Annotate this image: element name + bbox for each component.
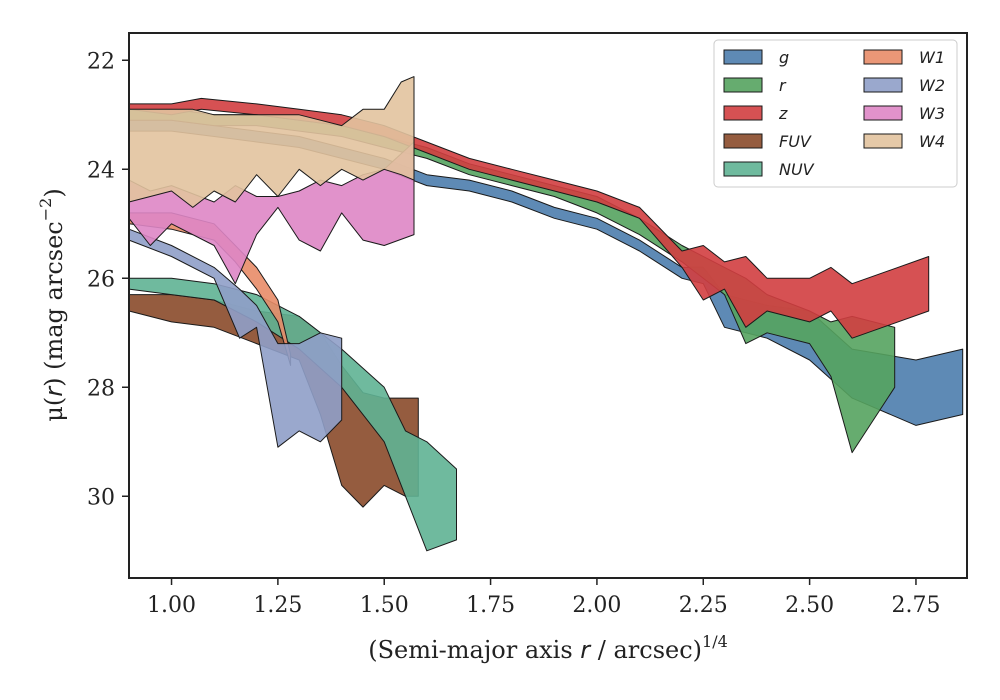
series-layer xyxy=(128,76,964,552)
y-tick-label: 22 xyxy=(87,49,115,74)
series-band-w2 xyxy=(128,228,343,448)
legend-swatch-r xyxy=(723,77,763,93)
legend-label-r: r xyxy=(779,76,787,95)
legend-label-fuv: FUV xyxy=(779,132,812,151)
legend-swatch-w1 xyxy=(863,49,903,65)
x-tick-label: 1.75 xyxy=(466,593,515,618)
legend-swatch-w2 xyxy=(863,77,903,93)
legend-box xyxy=(713,39,958,188)
x-tick-label: 1.25 xyxy=(253,593,302,618)
plot-frame xyxy=(128,32,968,579)
y-axis-ticks: 22 24 26 28 30 xyxy=(87,49,129,510)
legend-label-nuv: NUV xyxy=(779,160,815,179)
legend-label-g: g xyxy=(779,48,789,67)
legend-swatch-w4 xyxy=(863,133,903,149)
series-band-w4 xyxy=(128,76,415,208)
y-tick-label: 26 xyxy=(87,267,115,292)
y-tick-label: 30 xyxy=(87,485,115,510)
legend-swatch-g xyxy=(723,49,763,65)
legend-swatch-fuv xyxy=(723,133,763,149)
x-axis-ticks: 1.00 1.25 1.50 1.75 2.00 2.25 2.50 2.75 xyxy=(147,578,940,618)
legend: grz FUV NUV W1 W2 W3 W4 xyxy=(713,39,958,188)
y-axis-label: μ(r) (mag arcsec−2) xyxy=(36,188,68,421)
x-tick-label: 1.50 xyxy=(360,593,409,618)
legend-swatch-nuv xyxy=(723,161,763,177)
y-tick-label: 28 xyxy=(87,376,115,401)
y-tick-label: 24 xyxy=(87,158,115,183)
x-tick-label: 2.50 xyxy=(785,593,834,618)
legend-label-z: z xyxy=(778,104,788,123)
legend-swatch-w3 xyxy=(863,105,903,121)
legend-label-w2: W2 xyxy=(919,76,945,95)
legend-label-w4: W4 xyxy=(919,132,945,151)
x-tick-label: 1.00 xyxy=(147,593,196,618)
x-tick-label: 2.25 xyxy=(679,593,728,618)
x-tick-label: 2.75 xyxy=(891,593,940,618)
legend-label-w1: W1 xyxy=(919,48,945,67)
legend-swatch-z xyxy=(723,105,763,121)
legend-label-w3: W3 xyxy=(919,104,945,123)
x-tick-label: 2.00 xyxy=(572,593,621,618)
x-axis-label: (Semi-major axis r / arcsec)1/4 xyxy=(368,632,728,664)
